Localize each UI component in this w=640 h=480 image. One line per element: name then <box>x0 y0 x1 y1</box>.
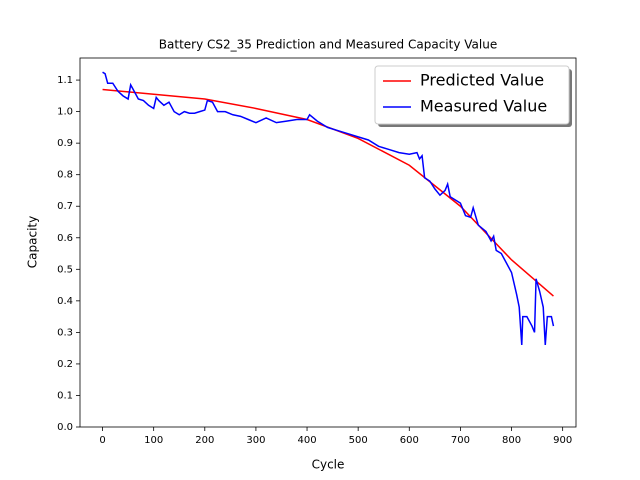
x-axis-label: Cycle <box>312 458 345 472</box>
legend-label: Predicted Value <box>420 71 544 90</box>
y-tick-label: 0.0 <box>57 422 73 433</box>
x-tick-label: 0 <box>99 435 105 446</box>
y-tick-label: 1.1 <box>57 75 73 86</box>
y-tick-label: 0.4 <box>57 296 73 307</box>
y-tick-label: 0.8 <box>57 170 73 181</box>
plot-frame <box>79 57 577 428</box>
x-tick-label: 200 <box>195 435 214 446</box>
x-tick-label: 100 <box>144 435 163 446</box>
x-tick-label: 800 <box>502 435 521 446</box>
legend-box <box>374 65 570 125</box>
data-line <box>102 71 555 346</box>
x-tick-label: 900 <box>553 435 572 446</box>
y-tick-label: 0.1 <box>57 390 73 401</box>
y-tick-label: 0.2 <box>57 359 73 370</box>
legend: Predicted Value Measured Value <box>374 65 572 127</box>
y-tick-label: 0.9 <box>57 138 73 149</box>
chart-title: Battery CS2_35 Prediction and Measured C… <box>159 38 497 52</box>
legend-label: Measured Value <box>420 97 547 116</box>
x-tick-label: 400 <box>297 435 316 446</box>
y-tick-label: 0.6 <box>57 233 73 244</box>
x-tick-label: 500 <box>349 435 368 446</box>
x-tick-label: 600 <box>400 435 419 446</box>
y-tick-label: 0.5 <box>57 264 73 275</box>
y-axis-label: Capacity <box>26 216 40 268</box>
x-tick-label: 700 <box>451 435 470 446</box>
y-tick-label: 0.3 <box>57 327 73 338</box>
y-tick-label: 1.0 <box>57 107 73 118</box>
x-tick-label: 300 <box>246 435 265 446</box>
y-tick-label: 0.7 <box>57 201 73 212</box>
